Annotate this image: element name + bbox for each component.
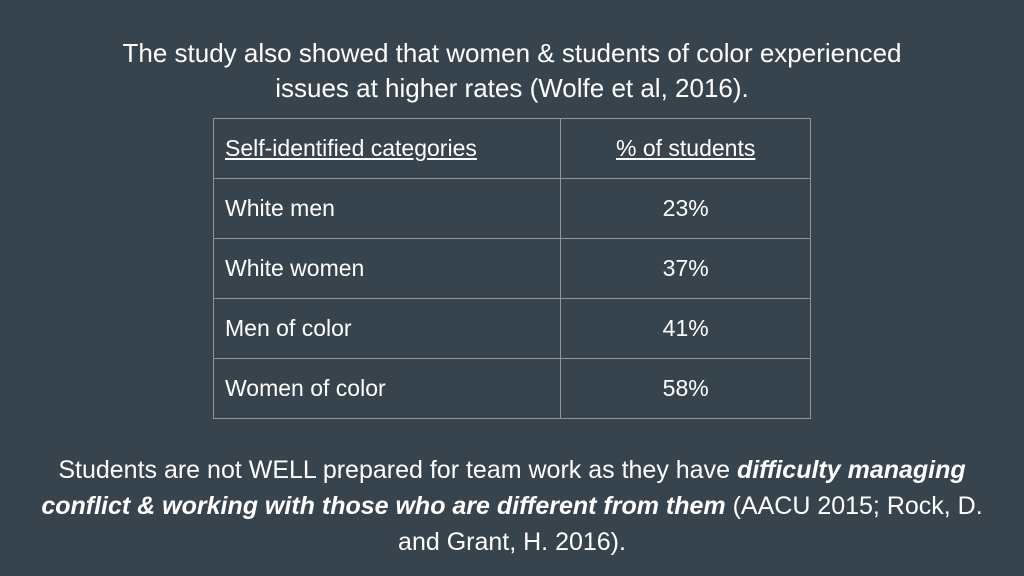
footer-emphasis: difficulty managing conflict & working w… — [41, 456, 966, 520]
table-header-row: Self-identified categories % of students — [212, 118, 811, 179]
footer-text-start: Students are not WELL prepared for team … — [58, 456, 737, 484]
table-row: Men of color 41% — [212, 298, 811, 359]
footer-citation: (AACU 2015; Rock, D. and Grant, H. 2016)… — [398, 492, 983, 556]
slide-heading: The study also showed that women & stude… — [40, 36, 984, 106]
categories-table: Self-identified categories % of students… — [212, 118, 811, 419]
row-category: Men of color — [212, 298, 562, 359]
row-percent: 41% — [560, 298, 811, 359]
heading-line-2: issues at higher rates (Wolfe et al, 201… — [275, 73, 749, 103]
row-category: Women of color — [212, 358, 562, 419]
row-percent: 58% — [560, 358, 811, 419]
header-percent: % of students — [560, 118, 811, 179]
heading-line-1: The study also showed that women & stude… — [122, 38, 902, 68]
row-percent: 37% — [560, 238, 811, 299]
header-categories: Self-identified categories — [212, 118, 562, 179]
row-percent: 23% — [560, 178, 811, 239]
table-row: White women 37% — [212, 238, 811, 299]
row-category: White women — [212, 238, 562, 299]
row-category: White men — [212, 178, 562, 239]
table-row: White men 23% — [212, 178, 811, 239]
footer-statement: Students are not WELL prepared for team … — [20, 452, 1004, 560]
table-row: Women of color 58% — [212, 358, 811, 419]
